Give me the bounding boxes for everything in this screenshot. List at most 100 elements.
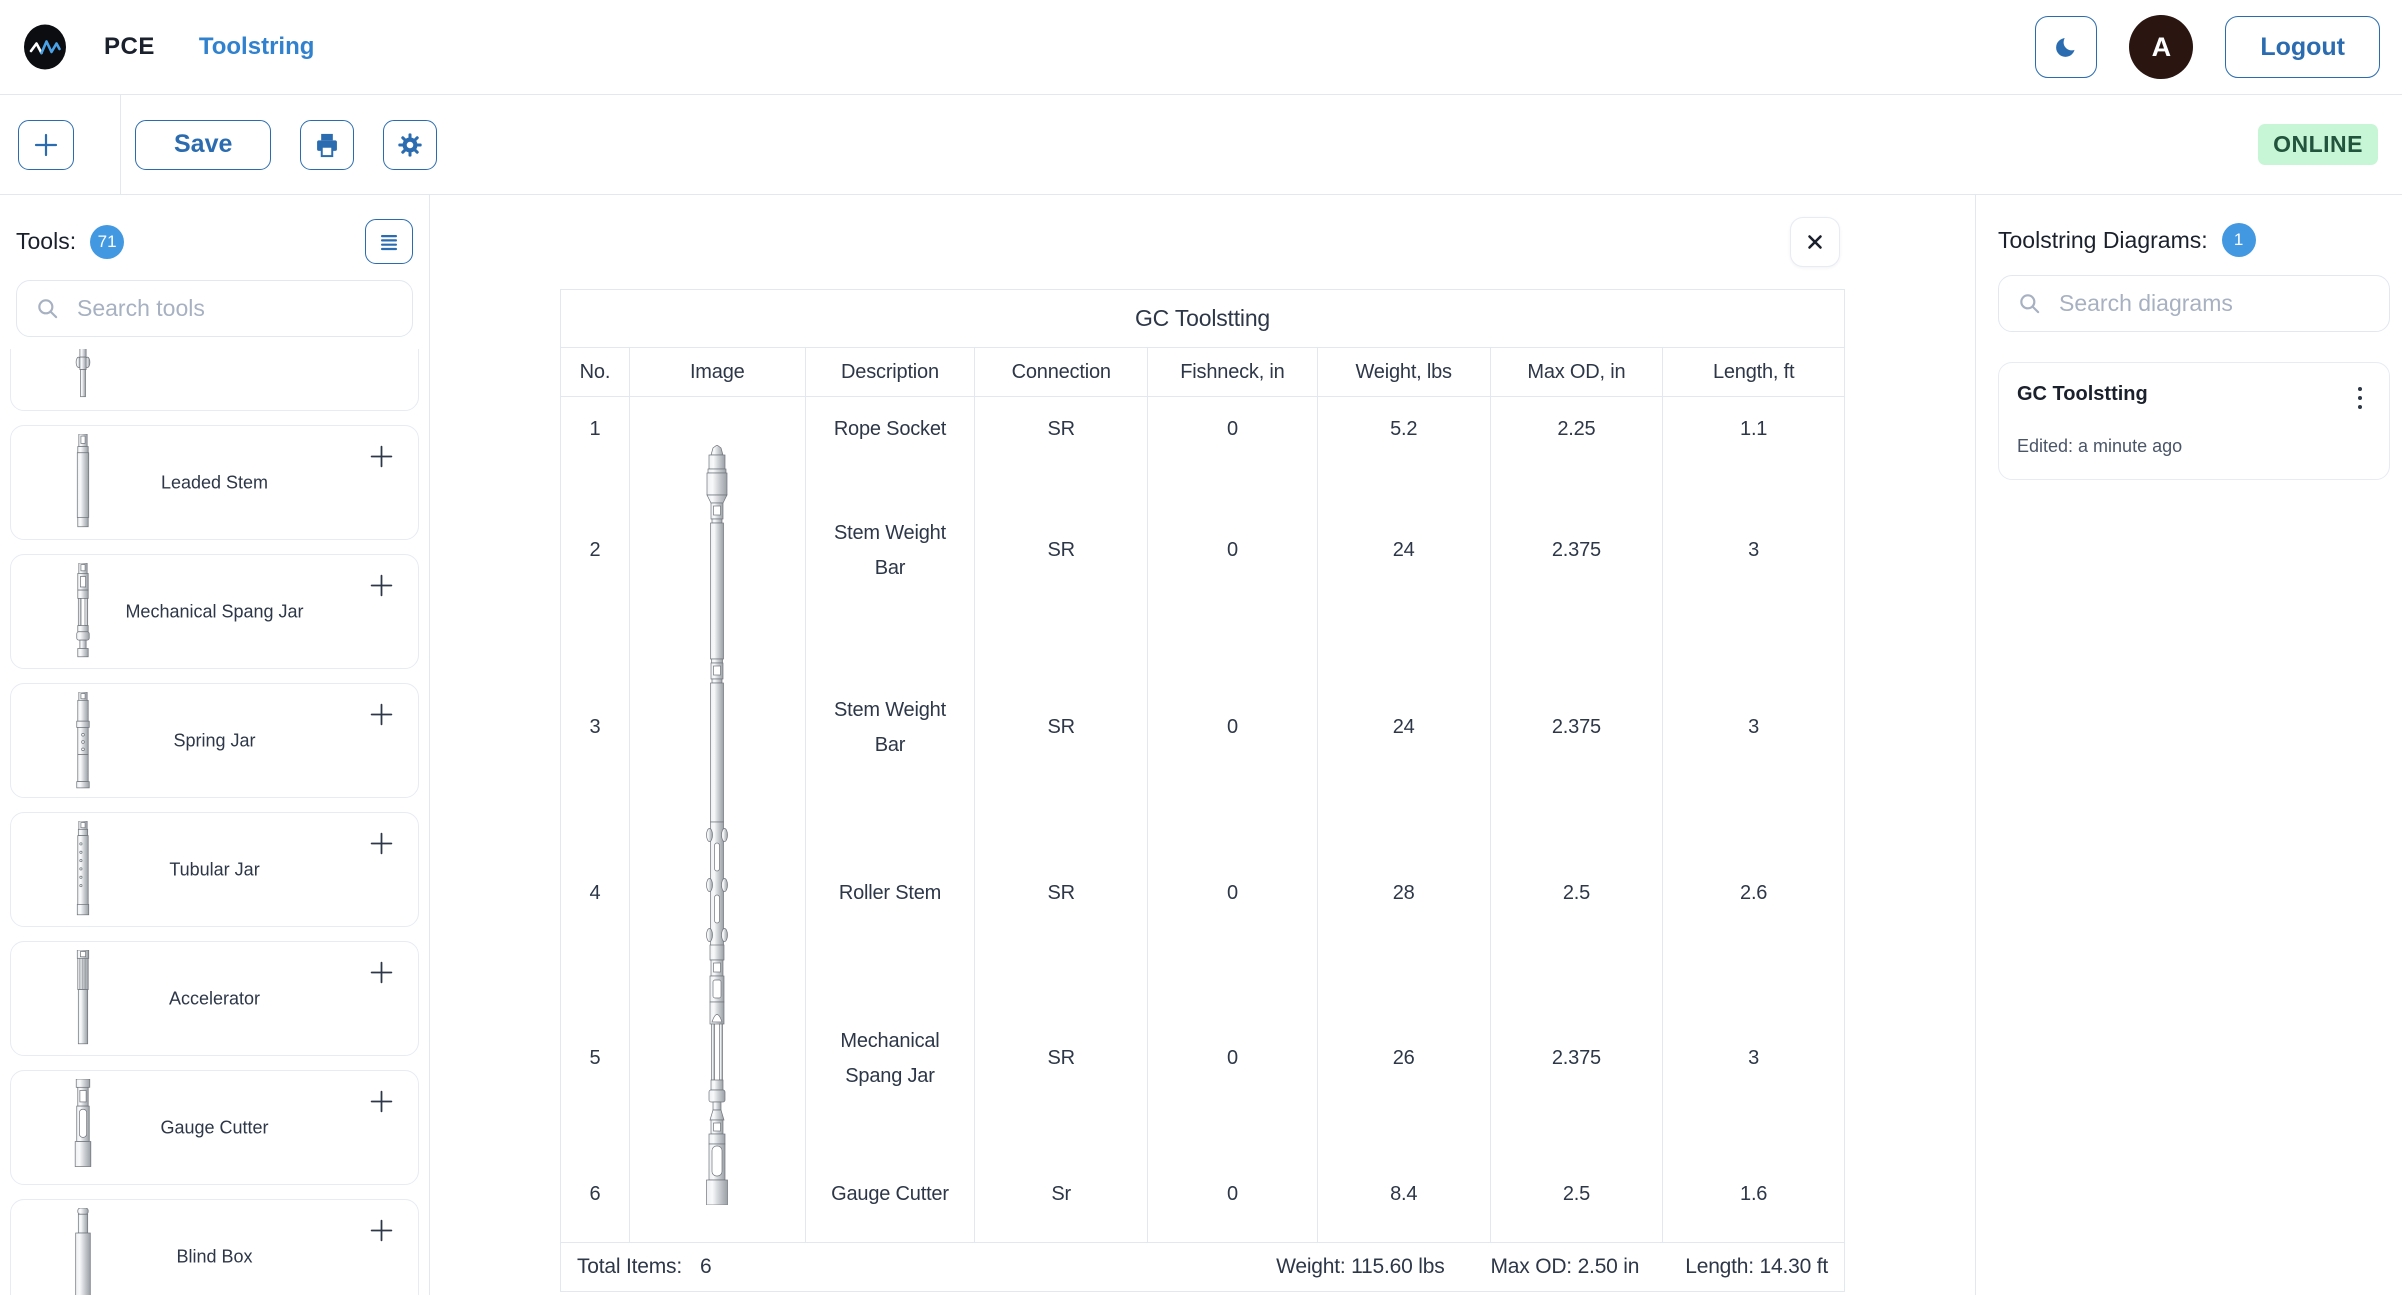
tools-search-input[interactable] [75, 294, 394, 323]
toolstring-image [687, 445, 747, 1205]
add-tool-button[interactable] [369, 1218, 394, 1246]
diagram-card[interactable]: GC Toolstting Edited: a minute ago [1998, 362, 2390, 480]
settings-button[interactable] [383, 119, 438, 170]
table-cell: 3 [561, 639, 630, 817]
add-tool-button[interactable] [369, 831, 394, 859]
tool-card[interactable]: Mechanical Spang Jar [10, 554, 419, 669]
table-cell: Roller Stem [806, 816, 976, 971]
table-column-header: Fishneck, in [1148, 348, 1318, 396]
cell-text: Mechanical Spang Jar [840, 1029, 940, 1087]
add-tool-button[interactable] [369, 960, 394, 988]
search-icon [2020, 293, 2040, 313]
table-cell: 24 [1318, 462, 1491, 640]
table-cell: 5 [561, 970, 630, 1148]
add-tool-button[interactable] [369, 1089, 394, 1117]
brand-title: PCE [104, 33, 155, 60]
main-area: GC Toolstting No. Image Description Connect… [430, 195, 1975, 1295]
total-items-label: Total Items: [577, 1255, 682, 1278]
table-cell: 2.25 [1491, 397, 1664, 462]
tool-label: Mechanical Spang Jar [125, 601, 304, 621]
avatar[interactable]: A [2129, 15, 2194, 79]
table-cell: Mechanical Spang Jar [806, 970, 976, 1148]
kebab-icon [2358, 387, 2362, 409]
toolstring-table: GC Toolstting No. Image Description Connect… [560, 289, 1845, 1292]
toolstring-image-cell [630, 397, 806, 1242]
save-button[interactable]: Save [135, 119, 272, 170]
close-diagram-button[interactable] [1790, 217, 1840, 267]
add-tool-button[interactable] [369, 573, 394, 601]
table-title: GC Toolstting [561, 290, 1844, 348]
table-cell: 0 [1148, 397, 1318, 462]
diagrams-panel-title: Toolstring Diagrams: [1998, 226, 2208, 253]
close-icon [1808, 235, 1822, 249]
table-cell: Stem Weight Bar [806, 462, 976, 640]
table-cell: 24 [1318, 639, 1491, 817]
table-cell: 0 [1148, 1147, 1318, 1242]
total-max-od: Max OD: 2.50 in [1490, 1255, 1640, 1278]
table-footer: Total Items: 6 Weight: 115.60 lbs Max OD… [561, 1242, 1844, 1291]
nav-link-toolstring[interactable]: Toolstring [198, 33, 315, 60]
diagram-card-menu-button[interactable] [2343, 379, 2377, 419]
plus-icon [370, 961, 393, 984]
table-cell: SR [975, 397, 1149, 462]
table-cell: SR [975, 639, 1149, 817]
table-cell: 4 [561, 816, 630, 971]
tool-label: Accelerator [168, 988, 261, 1008]
table-cell: SR [975, 816, 1149, 971]
cell-text: Roller Stem [838, 881, 942, 904]
table-cell: 28 [1318, 816, 1491, 971]
table-cell: 8.4 [1318, 1147, 1491, 1242]
table-cell: Stem Weight Bar [806, 639, 976, 817]
online-status-badge: ONLINE [2258, 124, 2378, 165]
plus-icon [370, 1219, 393, 1242]
toolbar-divider [120, 95, 121, 194]
plus-icon [370, 574, 393, 597]
table-cell: Sr [975, 1147, 1149, 1242]
print-button[interactable] [300, 119, 355, 170]
table-cell: 0 [1148, 462, 1318, 640]
total-items-value: 6 [699, 1255, 712, 1278]
table-column-header: Image [630, 348, 806, 396]
tool-card[interactable]: Gauge Cutter [10, 1070, 419, 1185]
table-cell: 6 [561, 1147, 630, 1242]
table-cell: 3 [1748, 716, 1760, 739]
cell-text: Stem Weight Bar [834, 698, 946, 756]
table-cell: 0 [1148, 970, 1318, 1148]
list-view-button[interactable] [365, 219, 413, 264]
plus-icon [370, 703, 393, 726]
plus-icon [370, 1090, 393, 1113]
table-cell: 2 [561, 462, 630, 640]
table-cell: Gauge Cutter [806, 1147, 976, 1242]
table-column-header: Weight, lbs [1318, 348, 1491, 396]
table-cell: 26 [1318, 970, 1491, 1148]
table-column-header: No. [561, 348, 630, 396]
tool-card[interactable]: Spring Jar [10, 683, 419, 798]
table-column-header: Length, ft [1712, 360, 1795, 383]
table-cell: 0 [1148, 639, 1318, 817]
table-cell: 1.6 [1740, 1183, 1768, 1206]
table-cell: 2.375 [1491, 639, 1664, 817]
moon-icon [2055, 33, 2080, 57]
table-cell: 2.5 [1491, 816, 1664, 971]
table-cell: 2.5 [1491, 1147, 1664, 1242]
add-tool-button[interactable] [369, 444, 394, 472]
tool-label: Blind Box [176, 1246, 253, 1266]
add-tool-button[interactable] [369, 702, 394, 730]
tool-card[interactable]: Tubular Jar [10, 812, 419, 927]
tool-label: Spring Jar [173, 730, 256, 750]
diagrams-search-input[interactable] [2057, 289, 2371, 318]
tool-card[interactable]: Leaded Stem [10, 425, 419, 540]
add-button[interactable] [18, 119, 74, 170]
plus-icon [370, 832, 393, 855]
cell-text: Stem Weight Bar [834, 521, 946, 579]
logout-button[interactable]: Logout [2225, 16, 2380, 78]
theme-toggle-button[interactable] [2035, 16, 2098, 78]
list-icon [381, 234, 397, 250]
diagrams-count-badge: 1 [2221, 223, 2256, 257]
tool-card[interactable]: Blind Box [10, 1199, 419, 1295]
tool-card[interactable]: Accelerator [10, 941, 419, 1056]
plus-icon [370, 445, 393, 468]
tool-card[interactable] [10, 349, 419, 411]
table-header: No. Image Description Connection Fishneck, i… [561, 348, 1844, 397]
cell-text: Gauge Cutter [831, 1183, 949, 1206]
